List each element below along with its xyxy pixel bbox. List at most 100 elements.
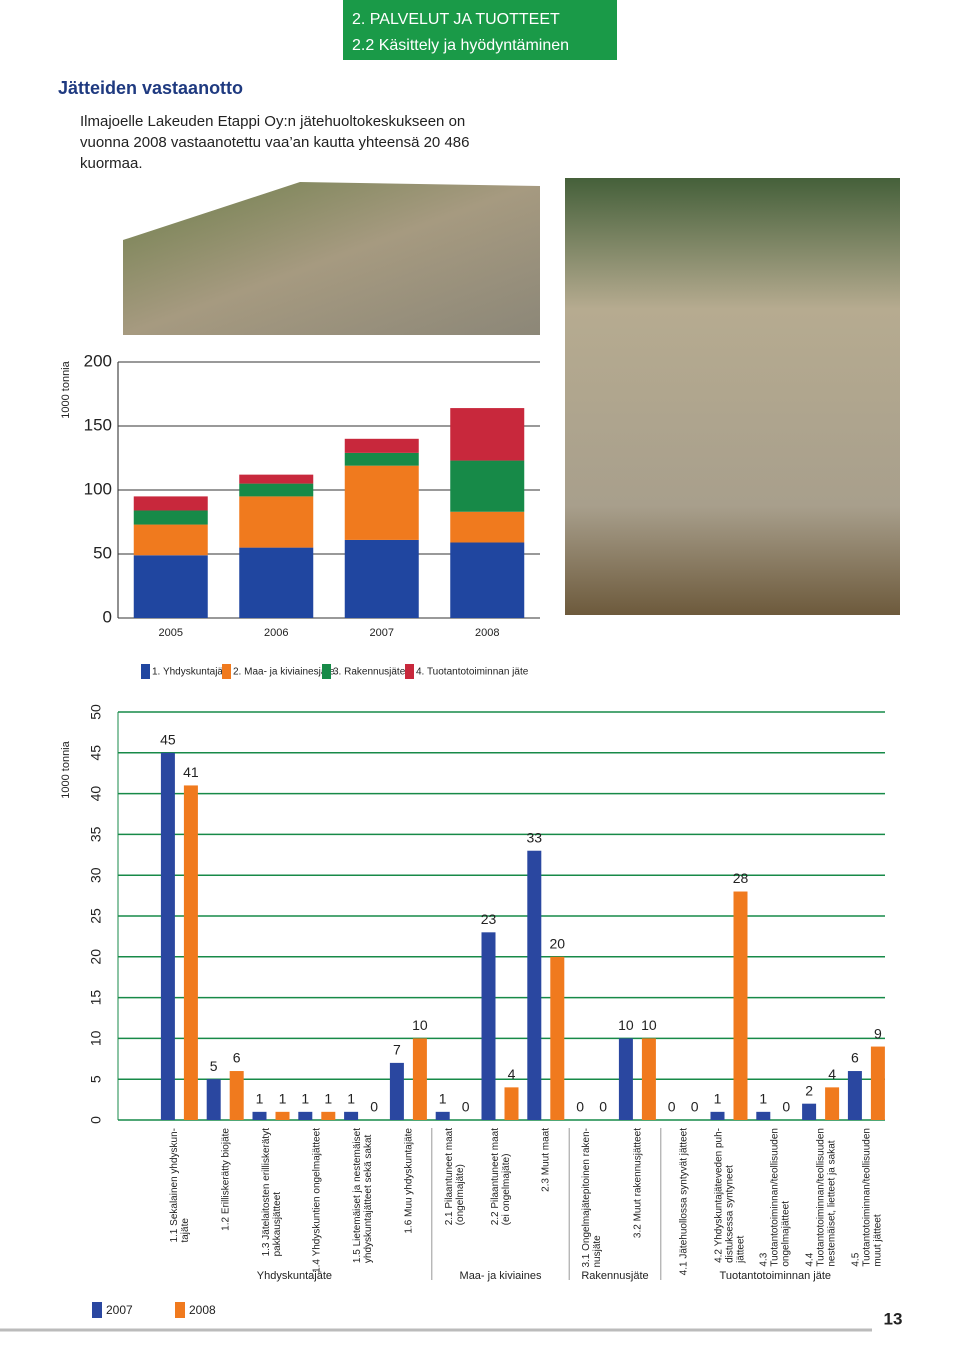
bar-segment <box>239 483 314 497</box>
header-box <box>343 0 617 60</box>
header-subsection: 2.2 Käsittely ja hyödyntäminen <box>352 37 569 54</box>
y-tick-label: 35 <box>88 826 104 842</box>
y-tick-label: 0 <box>103 607 112 626</box>
value-label: 10 <box>412 1017 428 1033</box>
bar <box>160 752 175 1120</box>
x-tick-label: 1.2 Erilliskerätty biojäte <box>220 1128 232 1231</box>
value-label: 1 <box>279 1091 287 1107</box>
x-tick-label: 2008 <box>475 627 499 639</box>
bar-segment <box>450 511 525 543</box>
bar <box>275 1111 290 1120</box>
y-axis-label: 1000 tonnia <box>60 740 72 798</box>
article-body: Ilmajoelle Lakeuden Etappi Oy:n jätehuol… <box>80 113 470 172</box>
bar-segment <box>450 542 525 618</box>
y-tick-label: 15 <box>88 990 104 1006</box>
y-tick-label: 30 <box>88 867 104 883</box>
article-title: Jätteiden vastaanotto <box>58 78 244 98</box>
y-tick-label: 40 <box>88 786 104 802</box>
bar <box>847 1071 862 1120</box>
x-tick-label: 1.1 Sekalainen yhdyskun- tajäte <box>168 1128 191 1243</box>
bar <box>870 1046 885 1120</box>
value-label: 1 <box>714 1091 722 1107</box>
x-tick-label: 1.6 Muu yhdyskuntajäte <box>403 1128 415 1234</box>
value-label: 45 <box>160 732 176 748</box>
legend-swatch <box>222 664 231 679</box>
value-label: 41 <box>183 764 199 780</box>
bar <box>321 1111 336 1120</box>
bar <box>298 1111 313 1120</box>
value-label: 6 <box>851 1050 859 1066</box>
bar <box>710 1111 725 1120</box>
value-label: 4 <box>828 1066 836 1082</box>
value-label: 23 <box>481 911 497 927</box>
y-tick-label: 100 <box>84 479 112 498</box>
value-label: 1 <box>347 1091 355 1107</box>
x-tick-label: 2.3 Muut maat <box>540 1128 552 1192</box>
bar-segment <box>239 474 314 484</box>
bar <box>733 891 748 1120</box>
bar <box>252 1111 267 1120</box>
bar <box>802 1103 817 1120</box>
bar-segment <box>344 438 419 453</box>
value-label: 33 <box>527 829 543 845</box>
bar <box>756 1111 771 1120</box>
group-label: Yhdyskuntajäte <box>257 1270 332 1282</box>
group-label: Rakennusjäte <box>581 1270 648 1282</box>
y-tick-label: 10 <box>88 1030 104 1046</box>
value-label: 2 <box>805 1082 813 1098</box>
bar-segment <box>133 510 208 525</box>
x-tick-label: 4.4 Tuotantotoiminnan/teollisuuden neste… <box>804 1128 838 1267</box>
legend-label: 2007 <box>106 1303 133 1317</box>
x-tick-label: 4.2 Yhdyskuntajäteveden puh- distuksessa… <box>713 1128 746 1263</box>
value-label: 28 <box>733 870 749 886</box>
legend-swatch <box>141 664 150 679</box>
y-tick-label: 50 <box>88 704 104 720</box>
page-number: 13 <box>884 1309 903 1328</box>
bar-segment <box>344 452 419 466</box>
bar <box>206 1079 221 1120</box>
bar <box>527 850 542 1120</box>
bar <box>229 1071 244 1120</box>
y-axis-label: 1000 tonnia <box>60 360 72 418</box>
value-label: 1 <box>759 1091 767 1107</box>
bar-segment <box>344 539 419 618</box>
x-tick-label: 3.1 Ongelmajätepitoinen raken- nusjäte <box>581 1128 604 1268</box>
bar-segment <box>133 524 208 556</box>
bar-segment <box>344 465 419 540</box>
legend-swatch <box>175 1302 185 1318</box>
value-label: 0 <box>576 1099 584 1115</box>
y-tick-label: 0 <box>88 1116 104 1124</box>
legend-label: 2008 <box>189 1303 216 1317</box>
bar <box>389 1062 404 1120</box>
y-tick-label: 45 <box>88 745 104 761</box>
bar <box>641 1038 656 1120</box>
x-tick-label: 3.2 Muut rakennusjätteet <box>632 1128 644 1239</box>
value-label: 1 <box>301 1091 309 1107</box>
value-label: 20 <box>550 936 566 952</box>
bar-segment <box>239 547 314 618</box>
bar-segment <box>450 408 525 461</box>
bar-segment <box>133 555 208 618</box>
legend-label: 4. Tuotantotoiminnan jäte <box>416 667 529 678</box>
legend-swatch <box>405 664 414 679</box>
x-tick-label: 4.1 Jätehuollossa syntyvät jätteet <box>678 1128 690 1276</box>
bar <box>550 956 565 1120</box>
value-label: 10 <box>641 1017 657 1033</box>
value-label: 0 <box>782 1099 790 1115</box>
y-tick-label: 5 <box>88 1075 104 1083</box>
photo <box>123 182 540 335</box>
header-section: 2. PALVELUT JA TUOTTEET <box>352 11 560 28</box>
value-label: 6 <box>233 1050 241 1066</box>
bar <box>825 1087 840 1120</box>
value-label: 7 <box>393 1042 401 1058</box>
x-tick-label: 1.5 Lietemäiset ja nestemäiset yhdyskunt… <box>352 1128 375 1264</box>
x-tick-label: 4.3 Tuotantotoiminnan/teollisuuden ongel… <box>758 1128 792 1267</box>
x-tick-label: 2.2 Pilaantuneet maat (ei ongelmajäte) <box>489 1128 512 1226</box>
legend-label: 3. Rakennusjäte <box>333 667 406 678</box>
bar-segment <box>239 496 314 548</box>
x-tick-label: 1.3 Jätelaitosten erilliskerätyt pakkaus… <box>260 1128 283 1257</box>
y-tick-label: 150 <box>84 415 112 434</box>
bar-segment <box>450 460 525 512</box>
x-tick-label: 2.1 Pilaantuneet maat (ongelmajäte) <box>443 1128 466 1226</box>
